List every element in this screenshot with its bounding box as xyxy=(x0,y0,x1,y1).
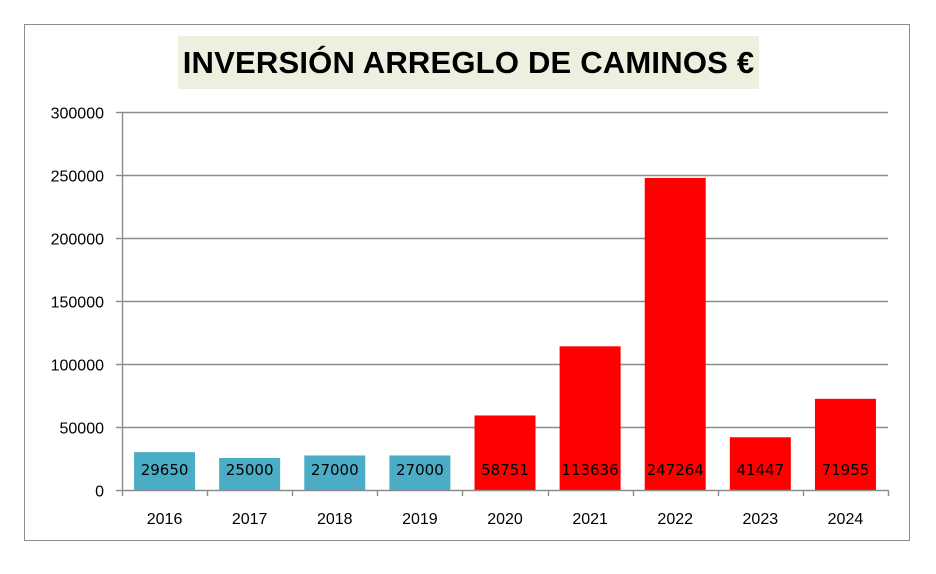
x-tick-label: 2022 xyxy=(657,511,693,528)
data-label: 27000 xyxy=(396,461,444,479)
x-tick-label: 2023 xyxy=(743,511,779,528)
chart-title-box: INVERSIÓN ARREGLO DE CAMINOS € xyxy=(178,36,759,89)
x-tick-label: 2020 xyxy=(487,511,523,528)
bar xyxy=(389,455,451,491)
data-label: 25000 xyxy=(226,461,274,479)
x-tick-label: 2016 xyxy=(147,511,183,528)
x-tick-label: 2019 xyxy=(402,511,438,528)
y-tick-label: 50000 xyxy=(60,421,105,438)
x-tick-label: 2024 xyxy=(828,511,864,528)
bar xyxy=(219,458,281,491)
bar xyxy=(644,177,706,491)
data-label: 113636 xyxy=(561,461,618,479)
bar xyxy=(814,398,876,491)
x-tick-label: 2021 xyxy=(572,511,608,528)
y-tick-label: 200000 xyxy=(51,232,104,249)
x-tick-label: 2017 xyxy=(232,511,268,528)
data-label: 41447 xyxy=(736,461,784,479)
y-tick-label: 250000 xyxy=(51,169,104,186)
gridlines xyxy=(122,111,888,429)
y-axis: 0 50000 100000 150000 200000 250000 300000 xyxy=(51,106,124,501)
x-axis: 2016 2017 2018 2019 2020 2021 2022 2023 2024 xyxy=(121,489,890,528)
bar xyxy=(134,452,196,491)
data-label: 247264 xyxy=(647,461,704,479)
data-label: 71955 xyxy=(822,461,870,479)
y-tick-label: 300000 xyxy=(51,106,104,123)
y-tick-label: 0 xyxy=(95,484,104,501)
data-label: 29650 xyxy=(141,461,189,479)
bar xyxy=(729,437,791,491)
bars xyxy=(134,177,876,491)
data-label: 27000 xyxy=(311,461,359,479)
x-tick-label: 2018 xyxy=(317,511,353,528)
y-tick-label: 100000 xyxy=(51,358,104,375)
bar xyxy=(304,455,366,491)
y-tick-label: 150000 xyxy=(51,295,104,312)
data-label: 58751 xyxy=(481,461,529,479)
chart-title: INVERSIÓN ARREGLO DE CAMINOS € xyxy=(182,44,755,80)
bar xyxy=(559,346,621,491)
data-labels: 29650 25000 27000 27000 58751 113636 247264 414… xyxy=(141,461,870,479)
